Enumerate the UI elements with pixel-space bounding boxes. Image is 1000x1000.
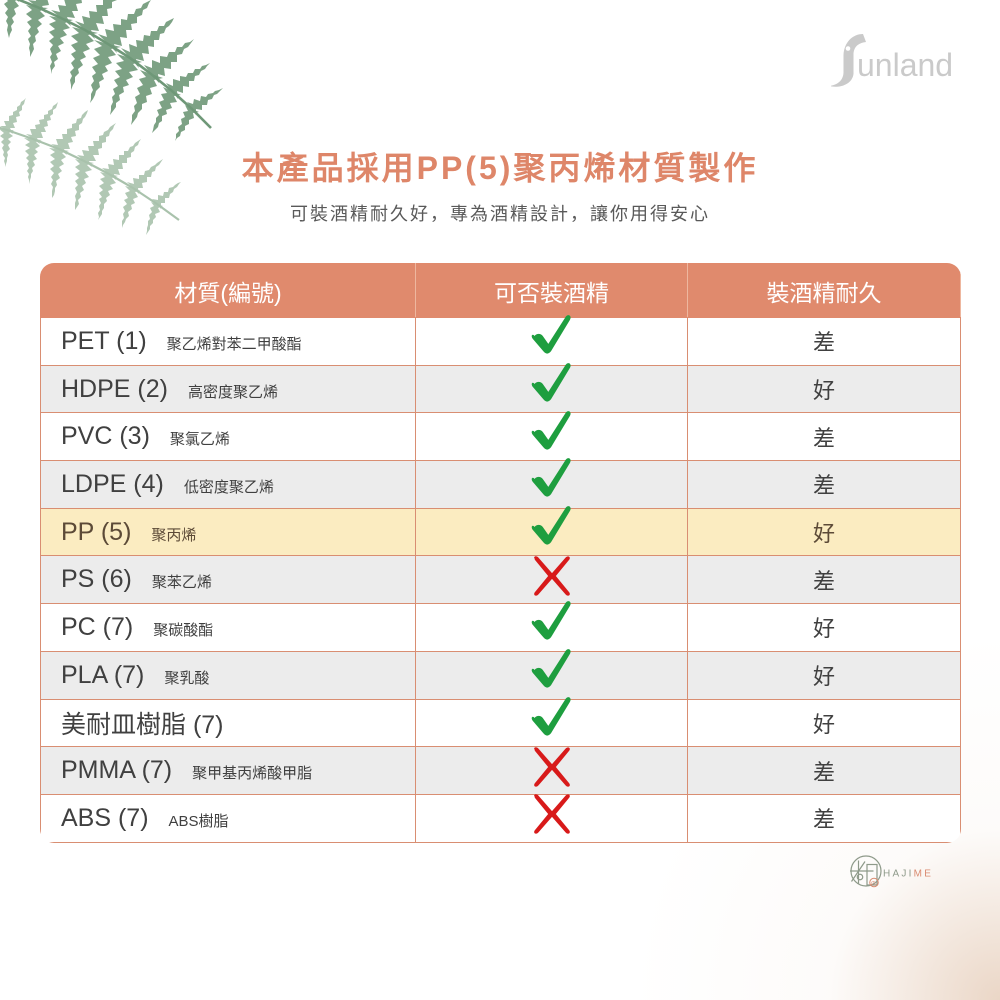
svg-text:HAJIME: HAJIME	[883, 869, 933, 880]
svg-text:unland: unland	[857, 47, 953, 83]
svg-text:の: の	[871, 881, 877, 888]
